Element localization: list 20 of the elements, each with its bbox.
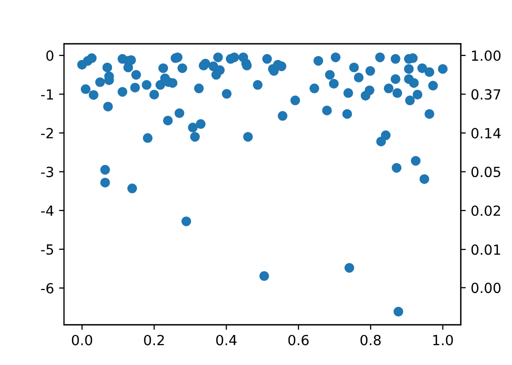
y-tick-label: -2 [41, 128, 53, 138]
x-tick-label: 0.0 [72, 334, 92, 346]
x-tick-label: 1.0 [433, 334, 453, 346]
y2-tick-label: 0.05 [471, 166, 500, 178]
y-tick-label: 0 [46, 50, 54, 61]
y-tick-label: -6 [41, 282, 54, 294]
y-tick-label: -5 [41, 244, 54, 255]
y2-tick-label: 0.02 [471, 205, 500, 216]
x-tick-label: 0.8 [360, 334, 381, 346]
y2-tick-label: 0.00 [471, 282, 501, 294]
y2-tick-label: 0.37 [471, 89, 500, 100]
x-tick-label: 0.4 [216, 334, 237, 346]
x-tick-label: 0.6 [288, 334, 309, 346]
y2-tick-label: 0.01 [471, 244, 500, 255]
y2-tick-label: 0.14 [471, 128, 501, 138]
y2-tick-label: 1.00 [472, 50, 501, 61]
y-tick-label: -3 [41, 166, 54, 178]
y-tick-label: -1 [41, 89, 53, 100]
y-tick-label: -4 [41, 206, 54, 216]
x-tick-label: 0.2 [144, 334, 164, 346]
